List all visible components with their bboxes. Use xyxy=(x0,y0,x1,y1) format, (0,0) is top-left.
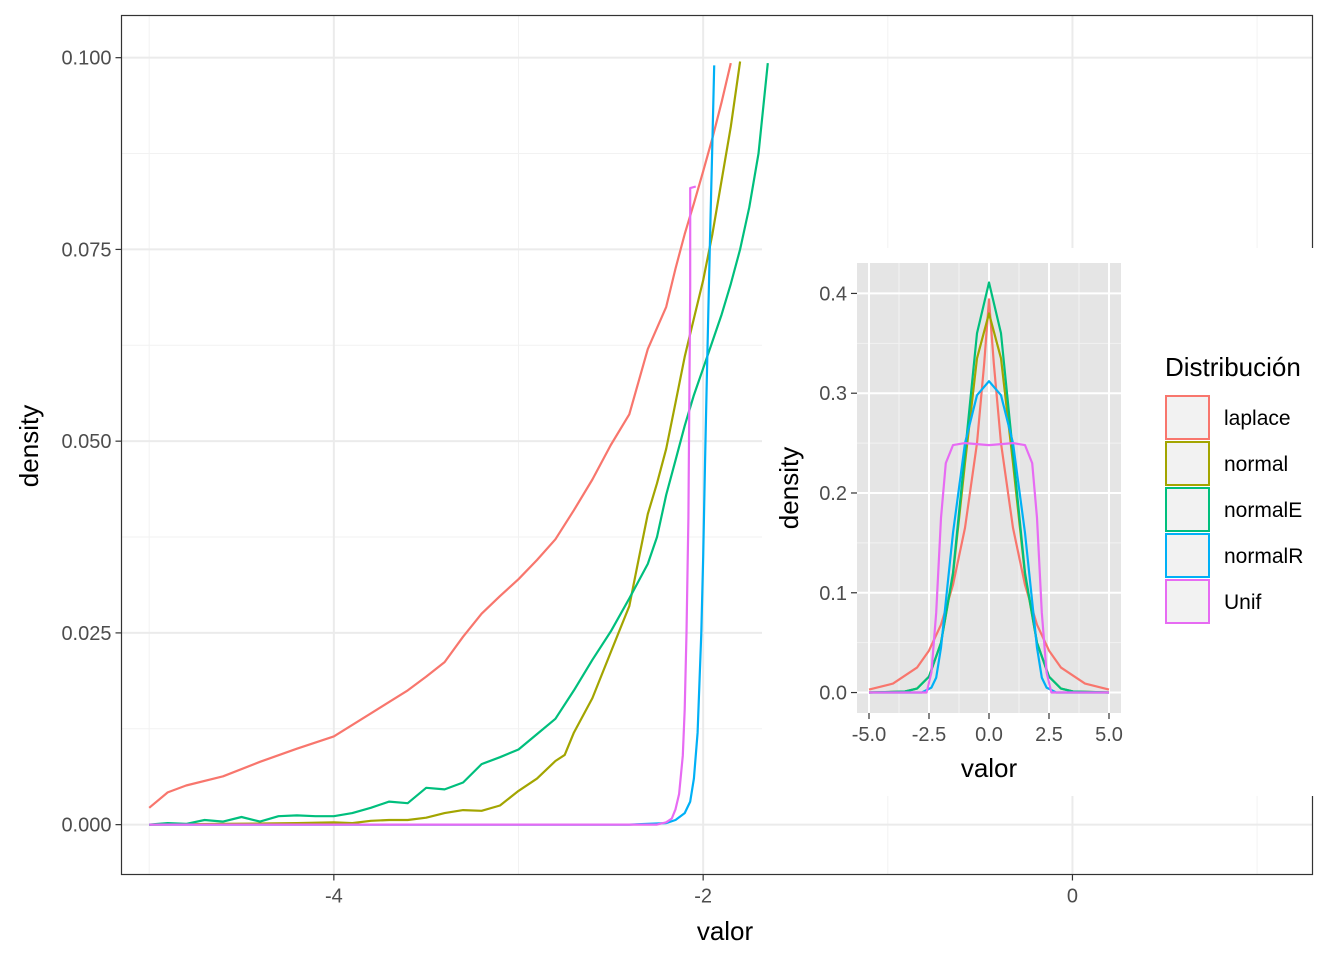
legend-label: normal xyxy=(1224,453,1288,476)
inset-y-tick-label: 0.1 xyxy=(819,583,847,605)
main-x-tick-label: 0 xyxy=(1067,886,1078,908)
main-x-axis-title: valor xyxy=(697,916,754,946)
main-y-tick-label: 0.075 xyxy=(61,239,111,261)
inset-y-tick-label: 0.4 xyxy=(819,283,847,305)
inset-x-tick-label: 5.0 xyxy=(1095,724,1123,746)
main-series-normalr-line xyxy=(149,65,716,826)
inset-density-lines xyxy=(868,281,1110,694)
main-y-tick-label: 0.100 xyxy=(61,48,111,70)
inset-x-tick-label: 0.0 xyxy=(975,724,1003,746)
inset-x-tick-label: -5.0 xyxy=(852,724,886,746)
main-x-tick-label: -2 xyxy=(694,886,712,908)
inset-series-unif-line xyxy=(869,442,1109,694)
inset-x-tick-label: 2.5 xyxy=(1035,724,1063,746)
legend-key-normale xyxy=(1165,487,1210,532)
inset-series-laplace-line xyxy=(868,298,1110,691)
legend-key-normalr xyxy=(1165,533,1210,578)
main-axis-ticks: -4 -2 0 0.000 0.025 0.050 0.075 0.100 xyxy=(61,48,1078,908)
legend-item-normale: normalE xyxy=(1165,487,1302,532)
main-x-tick-label: -4 xyxy=(325,886,343,908)
legend-key-laplace xyxy=(1165,395,1210,440)
main-y-axis-title: density xyxy=(14,405,44,487)
inset-series-normalr-line xyxy=(869,380,1109,694)
inset-y-tick-label: 0.0 xyxy=(819,683,847,705)
legend-key-normal xyxy=(1165,441,1210,486)
legend-item-unif: Unif xyxy=(1165,579,1262,624)
inset-y-tick-label: 0.2 xyxy=(819,483,847,505)
inset-x-tick-label: -2.5 xyxy=(912,724,946,746)
legend-title: Distribución xyxy=(1165,352,1301,382)
legend-label: normalR xyxy=(1224,545,1303,568)
legend-label: normalE xyxy=(1224,499,1302,522)
main-y-tick-label: 0.025 xyxy=(61,623,111,645)
main-series-laplace-line xyxy=(148,62,732,809)
legend-item-normal: normal xyxy=(1165,441,1288,486)
legend-item-laplace: laplace xyxy=(1165,395,1291,440)
inset-series-normale-line xyxy=(868,281,1110,694)
main-y-tick-label: 0.050 xyxy=(61,431,111,453)
main-y-tick-label: 0.000 xyxy=(61,815,111,837)
legend-item-normalr: normalR xyxy=(1165,533,1303,578)
inset-plot-panel: -5.0 -2.5 0.0 2.5 5.0 0.0 0.1 0.2 0.3 0.4 valor d… xyxy=(774,263,1123,783)
main-series-unif-line xyxy=(149,185,697,826)
legend-key-unif xyxy=(1165,579,1210,624)
inset-x-axis-title: valor xyxy=(961,753,1018,783)
inset-axis-ticks: -5.0 -2.5 0.0 2.5 5.0 0.0 0.1 0.2 0.3 0.4 xyxy=(819,283,1123,746)
legend-items: laplace normal normalE normalR Unif xyxy=(1165,395,1303,624)
main-density-lines xyxy=(148,61,769,826)
legend-label: Unif xyxy=(1224,591,1262,614)
legend: Distribución laplace normal normalE normalR… xyxy=(1165,352,1303,624)
legend-label: laplace xyxy=(1224,407,1291,430)
inset-y-tick-label: 0.3 xyxy=(819,383,847,405)
inset-y-axis-title: density xyxy=(774,447,804,529)
